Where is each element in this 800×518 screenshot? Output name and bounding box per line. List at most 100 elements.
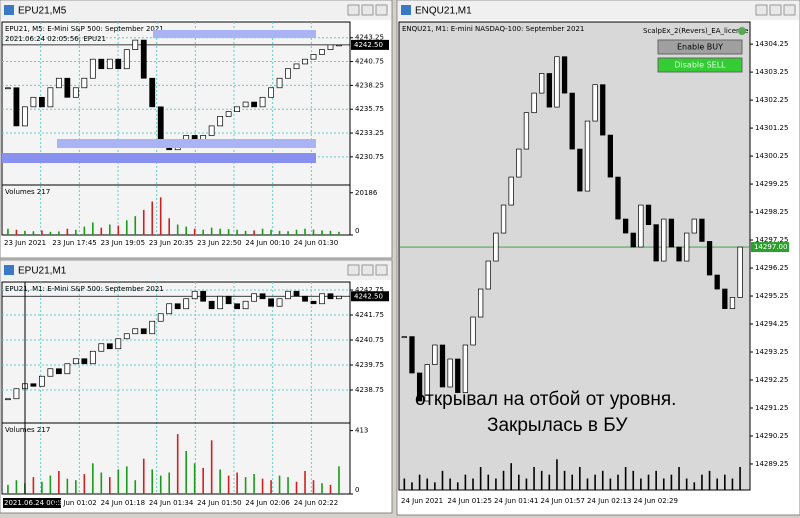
candle: [699, 218, 705, 242]
candle: [149, 77, 156, 108]
volume-bar: [517, 474, 520, 490]
volume-bar: [329, 230, 332, 235]
volume-bar: [449, 478, 451, 490]
volume-bar: [487, 474, 490, 490]
candle: [722, 288, 728, 309]
volume-bar: [244, 230, 247, 235]
volume-bar: [556, 459, 558, 490]
window-title: ENQU21,M1: [415, 6, 472, 17]
candle: [302, 58, 308, 65]
price-tick-label: 14296.25: [755, 264, 788, 272]
volume-bar: [142, 458, 145, 494]
window-close[interactable]: [375, 4, 388, 16]
price-tick-label: 4242.50: [354, 41, 383, 49]
volume-bar: [594, 474, 596, 490]
volume-bar: [640, 478, 642, 490]
candle: [539, 73, 545, 94]
candle: [276, 298, 283, 307]
window-maximize[interactable]: [361, 4, 374, 16]
volume-bar: [617, 474, 619, 490]
title-bar: [1, 261, 391, 280]
candle: [22, 106, 28, 127]
volume-bar: [66, 228, 69, 235]
volume-bar: [304, 228, 306, 235]
ea-button[interactable]: [657, 57, 743, 73]
candle: [268, 298, 274, 307]
ea-icon: [738, 27, 746, 35]
volume-bar: [278, 230, 281, 235]
volume-bar: [403, 478, 406, 490]
candle: [336, 44, 342, 47]
candle: [432, 344, 438, 365]
candle: [584, 120, 591, 192]
time-label: 23 Jun 17:45: [52, 239, 96, 247]
ea-button[interactable]: [657, 39, 743, 55]
candle: [447, 358, 453, 388]
candle: [174, 303, 181, 310]
time-label: 24 Jun 01:25: [448, 497, 492, 505]
candle: [531, 92, 537, 114]
volume-bar: [456, 482, 459, 490]
price-tick-label: 14297.25: [755, 236, 788, 244]
window-close[interactable]: [783, 4, 796, 16]
candle: [81, 358, 88, 365]
volume-bar: [108, 477, 111, 494]
time-label: 24 Jun 01:57: [541, 497, 585, 505]
volume-bar: [670, 474, 673, 490]
window-title: EPU21,M1: [18, 266, 67, 277]
volume-bar: [632, 470, 635, 490]
volume-bar: [24, 230, 26, 235]
candle: [30, 96, 37, 108]
candle: [106, 58, 113, 70]
candle: [310, 54, 317, 60]
time-label: 23 Jun 2021: [4, 239, 46, 247]
window-minimize[interactable]: [347, 4, 360, 16]
candle: [729, 297, 736, 309]
candle: [615, 176, 621, 220]
annotation: открывал на отбой от уровня.: [415, 389, 676, 410]
candle: [569, 92, 575, 150]
volume-bar: [185, 451, 187, 494]
volume-bar: [739, 467, 741, 490]
volume-bar: [58, 231, 60, 235]
volume-bar: [609, 478, 612, 490]
window-icon: [4, 5, 14, 15]
window-maximize[interactable]: [361, 264, 374, 276]
volume-bar: [75, 480, 77, 494]
ea-name: ScalpEx_2(Revers)_EA_license: [643, 27, 748, 35]
volume-bar: [159, 197, 162, 235]
volume-bar: [655, 470, 657, 490]
ea-button-label[interactable]: Disable SELL: [674, 61, 726, 70]
candle: [13, 87, 20, 127]
window-minimize[interactable]: [347, 264, 360, 276]
volume-tick-label: 0: [355, 486, 359, 494]
volume-bar: [15, 480, 18, 494]
volume-bar: [731, 478, 734, 490]
candle: [600, 84, 606, 136]
volume-bar: [270, 229, 272, 235]
volume-bar: [312, 480, 315, 494]
window-minimize[interactable]: [755, 4, 768, 16]
price-tick-label: 14303.25: [755, 68, 788, 76]
volume-bar: [134, 480, 137, 494]
volume-bar: [193, 228, 196, 235]
candle: [293, 290, 300, 297]
volume-bar: [227, 475, 230, 494]
time-label: 24 Jun 02:06: [245, 499, 290, 507]
volume-bar: [100, 472, 103, 494]
price-tick-label: 14291.25: [755, 404, 788, 412]
ea-button-label[interactable]: Enable BUY: [677, 43, 723, 52]
volume-bar: [441, 470, 444, 490]
candle: [327, 44, 334, 50]
volume-bar: [510, 463, 512, 490]
window-close[interactable]: [375, 264, 388, 276]
volume-bar: [168, 218, 171, 235]
time-label: 24 Jun 02:13: [587, 497, 631, 505]
window-maximize[interactable]: [769, 4, 782, 16]
crosshair-time-box: [3, 498, 61, 508]
volume-bar: [338, 231, 340, 235]
candle: [493, 232, 499, 262]
candle: [140, 39, 147, 79]
volume-bar: [210, 227, 213, 235]
time-label: 24 Jun 01:18: [101, 499, 145, 507]
